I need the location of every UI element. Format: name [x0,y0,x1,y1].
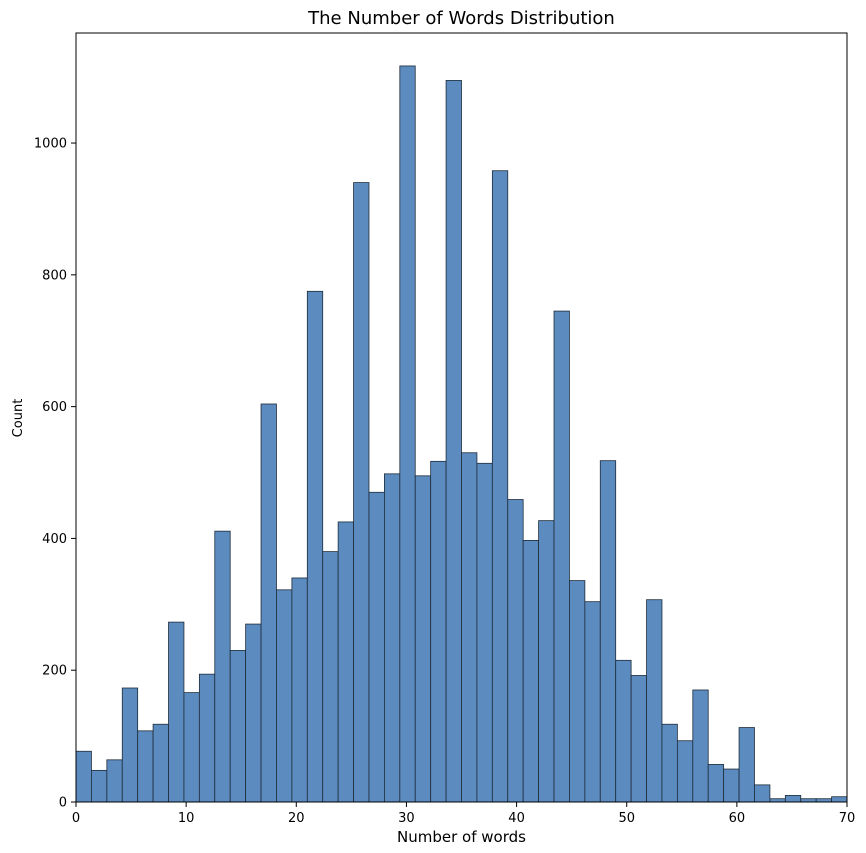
histogram-bar [106,759,123,803]
histogram-bar [476,462,493,803]
y-tick-label: 600 [42,400,67,415]
histogram-bar [599,460,617,803]
y-tick-label: 0 [59,796,67,811]
histogram-bar [615,659,632,803]
x-axis-ticks: 0 10 20 30 40 50 60 70 [72,802,855,826]
histogram-bar [584,601,601,803]
histogram-bar [553,310,570,803]
plot-frame [75,32,848,803]
histogram-bar [461,452,478,803]
histogram-bar [260,403,277,803]
histogram-bar [723,768,740,803]
chart-title: The Number of Words Distribution [307,8,615,29]
histogram-bar [661,723,678,803]
x-tick-label: 30 [398,811,415,826]
x-tick-label: 50 [618,811,635,826]
y-tick-label: 200 [42,664,67,679]
y-tick-label: 400 [42,532,67,547]
histogram-bar [738,727,755,803]
y-axis-label: Count [11,399,26,438]
histogram-bar [152,723,169,803]
histogram-bar [322,551,339,803]
histogram-bar [183,692,200,803]
histogram-bar [245,623,262,803]
histogram-bar [692,689,709,803]
x-tick-label: 10 [178,811,195,826]
histogram-bar [75,750,92,803]
histogram-bar [445,80,462,803]
histogram-bar [414,475,432,803]
histogram-bar [831,796,848,803]
y-axis-ticks: 0 200 400 600 800 1000 [34,137,76,811]
histogram-bar [198,673,216,803]
histogram-bar [569,580,586,803]
y-tick-label: 1000 [34,137,67,152]
histogram-bar [491,170,509,803]
y-tick-label: 800 [42,268,67,283]
histogram-bar [91,769,108,803]
histogram-bar [137,730,154,803]
histogram-bar [368,491,385,803]
bars-group [75,65,848,803]
x-tick-label: 20 [288,811,305,826]
histogram-bar [337,521,354,803]
histogram-bar [522,540,539,803]
histogram-bar [306,290,324,803]
x-tick-label: 60 [729,811,746,826]
histogram-bar [630,675,647,803]
histogram-bar [291,577,308,803]
histogram-bar [214,530,231,803]
histogram-bar [538,520,555,803]
histogram-bar [121,687,139,803]
x-axis-label: Number of words [397,828,526,846]
histogram-bar [276,589,293,803]
histogram-bar [168,621,185,803]
x-tick-label: 70 [839,811,856,826]
x-tick-label: 0 [72,811,80,826]
histogram-bar [707,764,725,803]
histogram-bar [430,460,447,803]
histogram-bar [507,499,524,803]
histogram-bar [646,599,663,803]
histogram-bar [784,795,802,803]
histogram-bar [754,784,771,803]
histogram-bar [353,182,370,803]
histogram-bar [229,650,247,803]
histogram-bar [383,473,401,803]
x-tick-label: 40 [508,811,525,826]
histogram-bar [676,740,694,803]
histogram-bar [399,65,416,803]
